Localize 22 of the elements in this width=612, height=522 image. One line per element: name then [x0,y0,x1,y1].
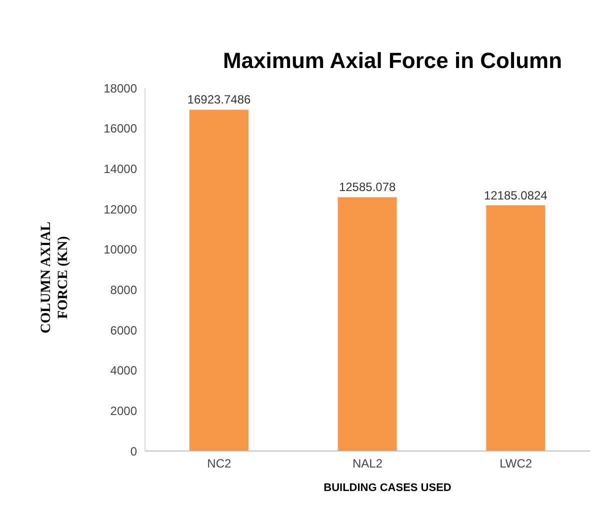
data-label: 12185.0824 [484,188,548,202]
data-label: 12585.078 [338,180,396,194]
data-label: 16923.7486 [187,92,252,107]
y-tick-label: 18000 [104,81,138,96]
y-tick-label: 14000 [104,162,138,176]
x-tick-label: NC2 [207,456,232,471]
bar [190,110,248,451]
y-tick-label: 2000 [110,404,138,418]
y-tick-label: 10000 [104,242,138,257]
y-axis-title: COLUMN AXIAL FORCE (KN) [39,222,71,334]
x-tick-label: LWC2 [500,456,532,471]
y-tick-label: 4000 [110,364,138,378]
x-tick-label: NAL2 [352,456,383,471]
y-tick-label: 6000 [110,323,138,338]
bar [338,197,397,451]
bar [486,205,546,451]
chart-title: Maximum Axial Force in Column [222,48,562,73]
y-tick-label: 0 [130,444,138,458]
y-tick-label: 12000 [104,202,138,216]
y-tick-label: 8000 [110,282,138,297]
x-axis-title: BUILDING CASES USED [324,482,452,494]
y-tick-label: 16000 [104,122,138,136]
